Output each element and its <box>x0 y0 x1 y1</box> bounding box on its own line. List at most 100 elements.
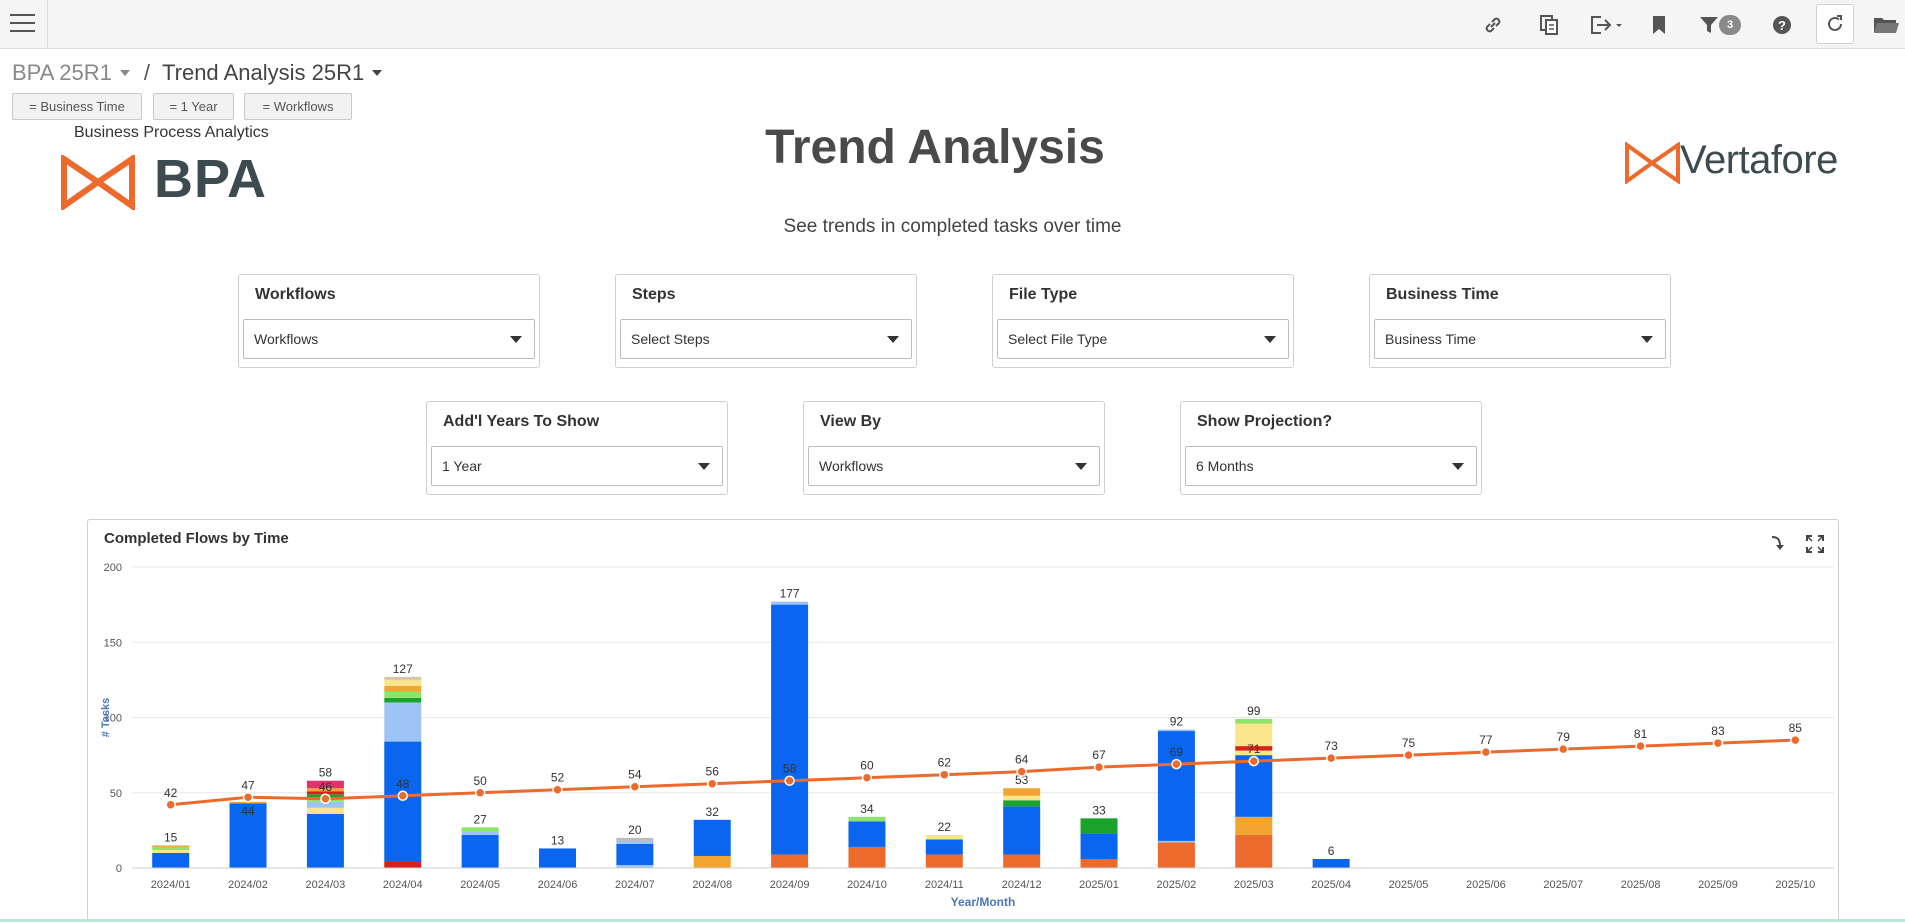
filter-card-business-time: Business Time Business Time <box>1369 274 1671 368</box>
trend-point <box>397 790 409 802</box>
x-tick-label: 2024/12 <box>1002 879 1042 891</box>
trend-value-label: 67 <box>1092 748 1106 762</box>
trend-point <box>629 781 641 792</box>
drill-down-icon[interactable] <box>1767 534 1787 554</box>
bar-segment <box>1235 816 1273 835</box>
y-tick-label: 100 <box>104 713 122 725</box>
bar-value-label: 32 <box>706 805 720 819</box>
chevron-down-icon <box>510 336 522 343</box>
bar-segment <box>152 852 190 868</box>
breadcrumb-parent[interactable]: BPA 25R1 <box>12 60 112 85</box>
bar-segment <box>1003 806 1041 855</box>
x-tick-label: 2025/01 <box>1079 879 1119 891</box>
bpa-caption: Business Process Analytics <box>74 124 269 141</box>
vertafore-logo-text: Vertafore <box>1680 138 1838 182</box>
x-tick-label: 2024/09 <box>770 879 810 891</box>
filter-card-view-by: View By Workflows <box>803 401 1105 495</box>
bar-value-label: 27 <box>473 812 487 826</box>
chevron-down-icon <box>887 336 899 343</box>
filter-chip-years[interactable]: = 1 Year <box>153 93 234 120</box>
trend-value-label: 50 <box>473 774 487 788</box>
y-axis-label: # Tasks <box>100 698 112 738</box>
trend-point <box>242 792 254 803</box>
bar-segment <box>1235 834 1273 868</box>
bar-segment <box>539 848 576 868</box>
bar-segment <box>461 834 499 868</box>
select-value: Workflows <box>819 458 884 474</box>
bar-segment <box>1235 750 1273 756</box>
chevron-down-icon[interactable] <box>119 70 130 76</box>
bar-value-label: 127 <box>393 662 413 676</box>
bar-segment <box>152 845 190 847</box>
file-type-select[interactable]: Select File Type <box>997 319 1289 359</box>
workflows-select[interactable]: Workflows <box>243 319 535 359</box>
trend-value-label: 54 <box>628 768 642 782</box>
filter-count-badge: 3 <box>1719 15 1741 35</box>
bar-value-label: 13 <box>551 833 565 847</box>
help-icon[interactable]: ? <box>1772 13 1792 37</box>
x-tick-label: 2025/07 <box>1543 879 1583 891</box>
y-tick-label: 50 <box>110 788 122 800</box>
filter-label: Business Time <box>1386 286 1499 303</box>
filter-chip-business-time[interactable]: = Business Time <box>12 93 142 120</box>
x-tick-label: 2025/06 <box>1466 879 1506 891</box>
breadcrumb: BPA 25R1 / Trend Analysis 25R1 <box>12 60 390 86</box>
trend-point <box>1557 743 1569 755</box>
breadcrumb-current[interactable]: Trend Analysis 25R1 <box>162 60 365 85</box>
bar-segment <box>1157 842 1195 868</box>
business-time-select[interactable]: Business Time <box>1374 319 1666 359</box>
menu-icon[interactable] <box>8 10 36 38</box>
bar-value-label: 177 <box>780 587 800 601</box>
expand-icon[interactable] <box>1805 534 1825 554</box>
folder-icon[interactable] <box>1872 13 1900 37</box>
filter-icon[interactable] <box>1699 13 1719 37</box>
bar-segment <box>771 601 809 605</box>
projection-select[interactable]: 6 Months <box>1185 446 1477 486</box>
years-select[interactable]: 1 Year <box>431 446 723 486</box>
select-value: Select File Type <box>1008 331 1108 347</box>
trend-value-label: 69 <box>1170 745 1184 759</box>
select-value: Workflows <box>254 331 319 347</box>
bar-segment <box>229 803 267 868</box>
bar-segment <box>1312 858 1350 868</box>
trend-point <box>706 778 718 789</box>
filter-label: Steps <box>632 286 676 303</box>
select-value: Business Time <box>1385 331 1477 347</box>
bar-segment <box>384 702 422 742</box>
view-by-select[interactable]: Workflows <box>808 446 1100 486</box>
export-icon[interactable] <box>1589 13 1623 37</box>
select-value: 6 Months <box>1196 458 1254 474</box>
trend-value-label: 71 <box>1247 742 1261 756</box>
chart-title: Completed Flows by Time <box>104 530 289 547</box>
filter-chip-view-by[interactable]: = Workflows <box>244 93 352 120</box>
bar-value-label: 34 <box>860 802 874 816</box>
chevron-down-icon[interactable] <box>372 70 383 76</box>
bookmark-icon[interactable] <box>1651 13 1667 37</box>
refresh-icon[interactable] <box>1816 4 1854 44</box>
bar-segment <box>384 861 422 868</box>
trend-point <box>1403 749 1414 761</box>
bar-segment <box>306 791 344 795</box>
bar-segment <box>1235 719 1273 724</box>
vertafore-logo-mark-icon <box>1625 142 1680 184</box>
bar-segment <box>616 843 654 865</box>
link-icon[interactable] <box>1482 13 1504 37</box>
x-tick-label: 2024/05 <box>460 879 500 891</box>
steps-select[interactable]: Select Steps <box>620 319 912 359</box>
completed-flows-chart: 0 50 100 150 200 # Tasks 15 58 127 27 13 20 32 177 34 2… <box>100 562 1834 909</box>
bar-value-label: 92 <box>1170 715 1184 729</box>
trend-line <box>170 738 1796 807</box>
copy-icon[interactable] <box>1539 13 1559 37</box>
bar-segment <box>616 864 654 868</box>
bar-segment <box>693 819 731 856</box>
bar-segment <box>306 788 344 792</box>
svg-text:?: ? <box>1778 18 1786 33</box>
toolbar-divider <box>47 0 48 49</box>
trend-value-label: 79 <box>1557 730 1571 744</box>
bar-segment <box>461 827 499 832</box>
trend-value-label: 73 <box>1324 739 1338 753</box>
filter-label: View By <box>820 413 882 430</box>
trend-point <box>1325 752 1337 764</box>
bar-segment <box>1080 833 1118 859</box>
trend-value-label: 56 <box>706 765 720 779</box>
